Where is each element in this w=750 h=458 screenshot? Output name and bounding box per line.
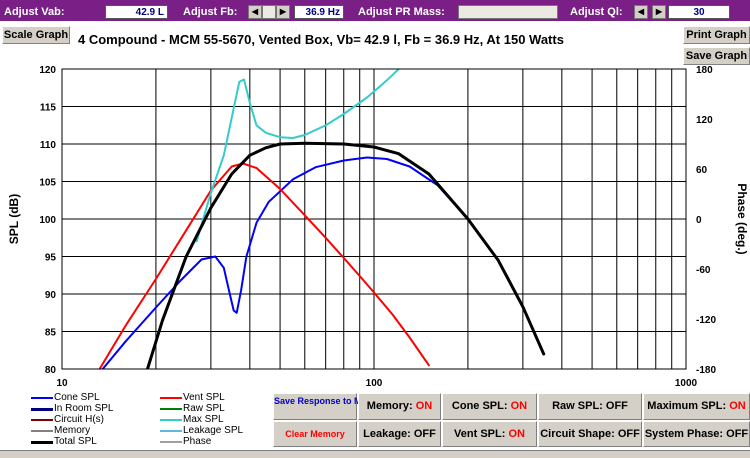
legend-swatch [31,430,53,432]
chart-ticks: 80 85 90 95 100 105 110 115 120 -180 -120 -60 0 60 120… [39,65,716,389]
y2-tick-label: 60 [696,165,708,176]
save-response-button[interactable]: Save Response to Memory [273,393,389,420]
toggle-label: Circuit Shape: [540,428,618,440]
legend-swatch [31,441,53,444]
fb-slider-track[interactable] [262,5,276,19]
legend-swatch [160,430,182,432]
y-tick-label: 120 [39,65,56,76]
y2-tick-label: -60 [696,265,711,276]
toggle-label: Maximum SPL: [647,400,730,412]
y-axis-label: SPL (dB) [7,194,21,244]
print-graph-button[interactable]: Print Graph [683,26,750,44]
y-tick-label: 90 [45,290,57,301]
clear-memory-button[interactable]: Clear Memory [273,421,357,447]
y-tick-label: 100 [39,215,56,226]
toggle-state: ON [415,400,433,412]
toggle-state: OFF [617,428,640,440]
legend-swatch [160,397,182,399]
toggle-state: OFF [413,428,436,440]
toggle-raw-spl-button[interactable]: Raw SPL: OFF [538,393,642,420]
chart-grid [62,68,686,370]
toggle-label: Raw SPL: [552,400,606,412]
fb-decrease-arrow-icon[interactable]: ◀ [248,5,262,19]
legend-label: Circuit H(s) [54,414,104,425]
y2-tick-label: 0 [696,215,702,226]
parameter-toolbar: Adjust Vab: 42.9 L Adjust Fb: ◀ ▶ 36.9 H… [0,4,750,21]
y2-tick-label: 180 [696,65,713,76]
plot-frame [61,68,687,370]
series-total-spl [146,141,546,369]
y2-axis-label: Phase (deg.) [735,183,749,254]
x-tick-label: 100 [366,378,383,389]
legend-label: Leakage SPL [183,425,244,436]
fb-label: Adjust Fb: [183,6,238,18]
toggle-state: OFF [605,400,628,412]
y2-tick-label: -120 [696,315,716,326]
legend-label: Raw SPL [183,403,225,414]
ql-increase-arrow-icon[interactable]: ▶ [652,5,666,19]
legend-swatch [31,397,53,399]
legend-label: Phase [183,436,212,447]
toggle-state: OFF [726,428,749,440]
toggle-system-phase-button[interactable]: System Phase: OFF [643,421,750,447]
pr-mass-slider-track[interactable] [458,5,558,19]
vab-value-field[interactable]: 42.9 L [105,5,168,19]
x-tick-label: 1000 [675,378,698,389]
series-max-spl [195,69,400,243]
x-tick-label: 10 [56,378,68,389]
toggle-cone-spl-button[interactable]: Cone SPL: ON [442,393,537,420]
y-tick-label: 80 [45,365,57,376]
fb-increase-arrow-icon[interactable]: ▶ [276,5,290,19]
toggle-state: ON [508,428,525,440]
legend-swatch [160,419,182,421]
vab-label: Adjust Vab: [4,6,65,18]
toggle-circuit-shape-button[interactable]: Circuit Shape: OFF [538,421,642,447]
pr-mass-label: Adjust PR Mass: [358,6,445,18]
legend-swatch [31,419,53,421]
chart-title: 4 Compound - MCM 55-5670, Vented Box, Vb… [78,32,564,47]
toggle-state: ON [510,400,528,412]
y-tick-label: 110 [40,140,57,151]
y-tick-label: 115 [40,103,57,114]
legend-swatch [160,441,182,443]
y-tick-label: 85 [45,328,57,339]
y-tick-label: 105 [39,178,56,189]
toggle-label: Vent SPL: [454,428,509,440]
legend-label: Cone SPL [54,392,100,403]
toggle-maximum-spl-button[interactable]: Maximum SPL: ON [643,393,750,420]
y2-tick-label: -180 [696,365,716,376]
legend-label: Vent SPL [183,392,225,403]
toggle-label: Memory: [366,400,416,412]
legend-label: Total SPL [54,436,97,447]
toggle-state: ON [729,400,746,412]
series-cone-spl [101,156,545,369]
toggle-leakage-button[interactable]: Leakage: OFF [358,421,441,447]
ql-label: Adjust Ql: [570,6,623,18]
save-graph-button[interactable]: Save Graph [683,47,750,65]
ql-value-field[interactable]: 30 [668,5,730,19]
chart-curves [98,69,546,369]
legend-swatch [31,408,53,411]
y2-tick-label: 120 [696,115,713,126]
series-vent-spl [98,162,430,369]
legend-label: Max SPL [183,414,224,425]
toggle-label: Cone SPL: [451,400,511,412]
y-tick-label: 95 [45,253,57,264]
toggle-label: System Phase: [644,428,727,440]
toggle-memory-button[interactable]: Memory: ON [358,393,441,420]
toggle-vent-spl-button[interactable]: Vent SPL: ON [442,421,537,447]
ql-decrease-arrow-icon[interactable]: ◀ [634,5,648,19]
legend-swatch [160,408,182,410]
toggle-label: Leakage: [363,428,414,440]
top-band [0,0,750,4]
legend-label: In Room SPL [54,403,114,414]
scale-graph-button[interactable]: Scale Graph [2,26,70,44]
status-strip [0,450,750,458]
legend-label: Memory [54,425,91,436]
fb-value-field[interactable]: 36.9 Hz [294,5,344,19]
